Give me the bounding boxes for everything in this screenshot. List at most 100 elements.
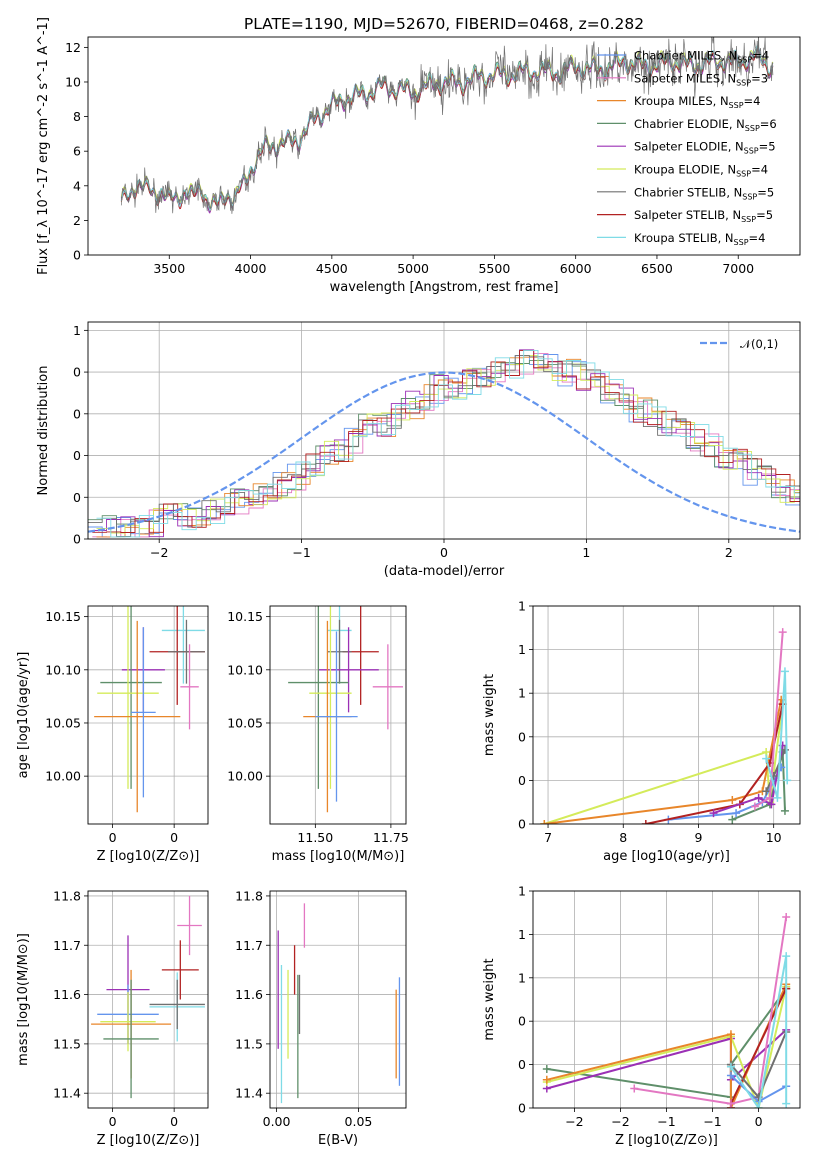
x-tick-label: 9 (694, 830, 702, 845)
y-tick-label: 10.10 (227, 662, 263, 677)
y-tick-label: 0 (518, 1014, 526, 1029)
weight-marker (754, 1104, 763, 1108)
weight-marker (754, 793, 763, 802)
x-tick-label: 4000 (235, 261, 267, 276)
legend-label: Kroupa MILES, NSSP=4 (634, 94, 760, 110)
weight-marker (782, 952, 791, 961)
weight-marker (542, 1064, 551, 1073)
y-tick-label: 11.5 (53, 1036, 81, 1051)
weight-marker (726, 1071, 735, 1080)
plot-area (94, 606, 205, 813)
y-tick-label: 10.05 (45, 715, 81, 730)
y-tick-label: 1 (518, 927, 526, 942)
chart-panel: 11.50 11.75 10.00 10.05 10.10 10.15 mass [log1… (227, 605, 409, 864)
weight-line (543, 703, 784, 824)
chart-panel: 0 0 11.4 11.5 11.6 11.7 11.8 Z [log10(Z/Z⊙)] mas… (16, 888, 209, 1148)
weight-line (546, 986, 788, 1108)
x-tick-label: 0 (755, 1114, 763, 1129)
weight-marker (540, 820, 549, 824)
x-axis-label: Z [log10(Z/Z⊙)] (97, 849, 200, 864)
x-tick-label: 5500 (478, 261, 510, 276)
weight-line (730, 955, 788, 1108)
y-tick-label: 11.4 (235, 1086, 263, 1101)
y-tick-label: 0 (73, 490, 81, 505)
weight-marker (762, 787, 771, 796)
y-axis-label: mass weight (482, 958, 497, 1040)
y-tick-label: 11.4 (53, 1086, 81, 1101)
y-tick-label: 11.7 (53, 938, 81, 953)
y-tick-label: 0 (73, 365, 81, 380)
y-tick-label: 10.10 (45, 662, 81, 677)
weight-line (765, 671, 789, 799)
legend-label: Salpeter ELODIE, NSSP=5 (634, 140, 776, 156)
weight-marker (762, 754, 771, 763)
data-point (327, 619, 352, 684)
x-tick-label: −1 (703, 1114, 721, 1129)
weight-marker (726, 1099, 735, 1108)
x-axis-label: E(B-V) (318, 1133, 358, 1148)
x-tick-label: 6500 (641, 261, 673, 276)
histogram (96, 349, 800, 538)
y-tick-label: 10.05 (227, 715, 263, 730)
y-tick-label: 11.7 (235, 938, 263, 953)
x-tick-label: 7 (544, 830, 552, 845)
x-tick-label: 7000 (722, 261, 754, 276)
data-point (177, 895, 202, 956)
weight-marker (782, 913, 791, 922)
x-tick-label: −2 (565, 1114, 583, 1129)
x-tick-label: −1 (292, 545, 310, 560)
plot-area (288, 606, 403, 813)
weight-marker (783, 776, 792, 785)
x-axis-label: Z [log10(Z/Z⊙)] (615, 1133, 718, 1148)
y-axis-label: mass weight (482, 674, 497, 756)
y-tick-label: 0 (518, 773, 526, 788)
x-tick-label: 0 (170, 1114, 178, 1129)
weight-marker (728, 815, 737, 824)
weight-marker (630, 1084, 639, 1093)
histogram (88, 354, 800, 538)
weight-marker (780, 806, 789, 815)
weight-marker (773, 793, 782, 802)
y-tick-label: 0 (518, 729, 526, 744)
axes-frame (532, 890, 801, 1109)
axes-frame (87, 890, 209, 1109)
x-tick-label: 0 (440, 545, 448, 560)
weight-line (731, 751, 786, 821)
weight-marker (782, 1099, 791, 1108)
legend-label: Salpeter STELIB, NSSP=5 (634, 208, 773, 224)
weight-line (668, 766, 783, 821)
data-point (161, 606, 205, 684)
weight-marker (778, 628, 787, 637)
y-tick-label: 1 (73, 323, 81, 338)
weight-line (645, 703, 784, 824)
data-point (318, 627, 379, 713)
y-tick-label: 10.15 (45, 609, 81, 624)
histogram (88, 360, 800, 525)
x-tick-label: 11.50 (297, 830, 333, 845)
y-tick-label: 0 (73, 406, 81, 421)
x-axis-label: Z [log10(Z/Z⊙)] (97, 1133, 200, 1148)
y-tick-label: 8 (73, 109, 81, 124)
chart-panel: 7 8 9 10 0 0 0 1 1 1 age [log10(age/yr)] mass weigh… (482, 599, 801, 864)
y-tick-label: 2 (73, 213, 81, 228)
x-tick-label: −1 (657, 1114, 675, 1129)
y-tick-label: 11.8 (53, 888, 81, 903)
y-tick-label: 10 (65, 74, 81, 89)
x-axis-label: age [log10(age/yr)] (603, 849, 730, 864)
y-axis-label: Flux [f_λ 10^-17 erg cm^-2 s^-1 A^-1] (36, 17, 51, 275)
y-tick-label: 4 (73, 178, 81, 193)
weight-marker (728, 796, 737, 805)
data-point (97, 606, 159, 789)
weight-marker (767, 800, 776, 809)
legend: Chabrier MILES, NSSP=4 Salpeter MILES, NS… (597, 49, 777, 247)
legend: 𝒩(0,1) (700, 337, 778, 351)
data-point (131, 627, 156, 798)
data-point (309, 606, 352, 789)
weight-marker (542, 1075, 551, 1084)
chart-panel: 3500 4000 4500 5000 5500 6000 6500 7000 0 2 4 6 8 10 1… (36, 17, 801, 295)
legend-label: Salpeter MILES, NSSP=3 (634, 71, 768, 87)
chart-panel: −2 −1 0 1 2 0 0 0 0 0 1 (data-model)/error Normed di… (36, 321, 801, 579)
legend-label: Chabrier ELODIE, NSSP=6 (634, 117, 777, 133)
data-point (94, 620, 181, 813)
x-tick-label: 6000 (560, 261, 592, 276)
